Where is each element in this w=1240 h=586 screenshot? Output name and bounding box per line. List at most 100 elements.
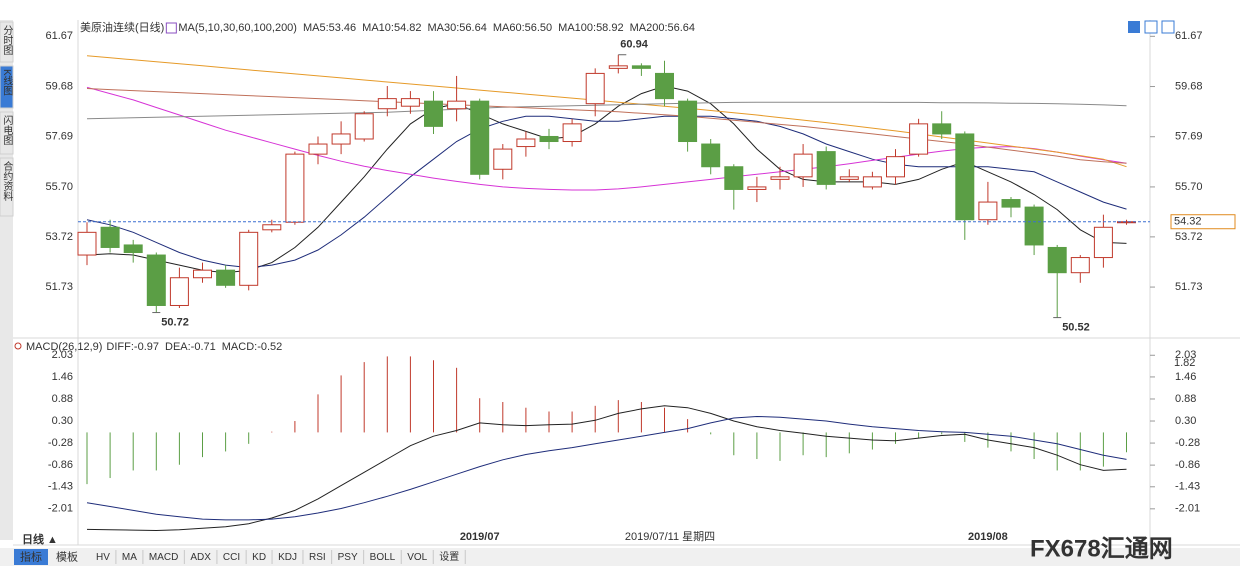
legend-entry: MA100:58.92 [558,22,623,34]
sidebar-tab[interactable] [0,111,14,155]
candle-body [886,156,905,178]
legend-entry: MA30:56.64 [428,22,487,34]
y-tick-label: 59.68 [45,80,73,92]
period-label: (日线) [135,20,164,34]
icon-button[interactable] [1128,21,1140,33]
candle-body [262,224,282,231]
toolbar-button[interactable]: HV [96,552,110,563]
candle-body [239,231,259,286]
y-tick-label: 51.73 [1175,281,1203,293]
last-price-label: 54.32 [1174,216,1202,228]
y-tick-label: 0.30 [1175,415,1196,427]
y-tick-label: 55.70 [1175,181,1203,193]
toolbar-button[interactable]: PSY [338,552,358,563]
icon-button[interactable] [1161,20,1175,34]
candle-body [331,133,351,145]
indicator-line [86,405,1127,532]
legend-entry: MA200:56.64 [630,22,695,34]
toolbar-button[interactable]: MACD [149,552,178,563]
y-tick-label: 59.68 [1175,80,1203,92]
candle-body [493,148,513,170]
toolbar-button[interactable]: RSI [309,552,326,563]
sidebar-tab-label[interactable]: 合约资料 [1,160,13,202]
low-label: 50.52 [1062,322,1090,334]
legend-entry: DEA:-0.71 [165,341,216,353]
candle-body [470,100,490,175]
indicator-line [86,115,1127,269]
toolbar-button[interactable]: 设置 [439,551,459,563]
candle-body [955,133,975,221]
candle-body [978,201,998,221]
y-tick-label: 61.67 [1175,30,1203,42]
candle-body [285,153,305,223]
indicator-line [86,415,1127,521]
y-tick-label: 0.30 [52,415,73,427]
sidebar-tab-label[interactable]: K线图 [1,69,13,96]
y-tick-label: -0.86 [1175,459,1200,471]
sidebar-tab[interactable] [0,157,14,217]
legend-entry: MA60:56.50 [493,22,552,34]
sidebar-tab[interactable] [0,65,14,109]
indicator-label: MA(5,10,30,60,100,200) [178,22,297,34]
candle-body [1001,199,1021,208]
candle-body [1047,246,1067,274]
toolbar-button[interactable]: MA [122,552,137,563]
toolbar-button[interactable]: BOLL [370,552,396,563]
candle-body [793,153,813,178]
candle-body [1070,257,1090,274]
sidebar-tab[interactable] [0,21,14,63]
candle-body [585,72,605,105]
candle-body [932,123,952,135]
y-tick-label: -2.01 [1175,503,1200,515]
candle-body [146,254,166,306]
logo: FX678汇通网 [1030,535,1173,562]
y-tick-label: -1.43 [48,481,73,493]
legend-entry: DIFF:-0.97 [106,341,159,353]
toolbar-icons[interactable] [1128,20,1175,34]
candle-body [747,186,767,190]
candle-body [516,138,536,148]
y-tick-label: 2.03 [52,349,73,361]
cursor-value: 1.82 [1174,357,1195,369]
y-tick-label: 0.88 [1175,393,1196,405]
toolbar-button[interactable]: KD [252,552,266,563]
toolbar-tab-label[interactable]: 模板 [56,549,78,563]
candle-body [562,123,582,143]
sidebar-tab-label[interactable]: 闪电图 [1,114,13,146]
candle-body [1024,206,1044,246]
candle-body [216,269,236,286]
period-button[interactable]: 日线 ▲ [22,532,58,546]
candle-body [193,269,212,279]
settings-icon[interactable] [14,342,22,350]
y-tick-label: 1.46 [52,371,73,383]
indicator-line [86,86,1127,191]
candle-body [862,176,882,188]
y-tick-label: 55.70 [45,181,73,193]
y-tick-label: -2.01 [48,503,73,515]
toolbar-button[interactable]: ADX [190,552,211,563]
toolbar-tab[interactable] [14,549,48,565]
toolbar-button[interactable]: VOL [407,552,427,563]
candle-body [839,176,859,180]
candle-body [123,244,143,254]
y-tick-label: 53.72 [45,231,73,243]
indicator-line [86,55,1127,168]
legend-entry: MACD:-0.52 [222,341,283,353]
candle-body [539,135,559,143]
x-tick-label: 2019/07 [460,531,500,543]
sidebar-tab-label[interactable]: 分时图 [1,25,13,56]
candle-body [77,231,97,256]
toolbar-tab-label[interactable]: 指标 [20,549,42,563]
candle-body [724,166,744,190]
legend-entry: MA5:53.46 [303,22,356,34]
toolbar-tab[interactable] [50,549,84,565]
chart-title: MACD(26,12,9) [26,341,102,353]
toolbar-button[interactable]: CCI [223,552,240,563]
icon-button[interactable] [1144,20,1158,34]
indicator-line [86,101,1127,120]
candle-body [100,226,120,248]
candle-body [424,100,443,127]
toolbar-button[interactable]: KDJ [278,552,297,563]
